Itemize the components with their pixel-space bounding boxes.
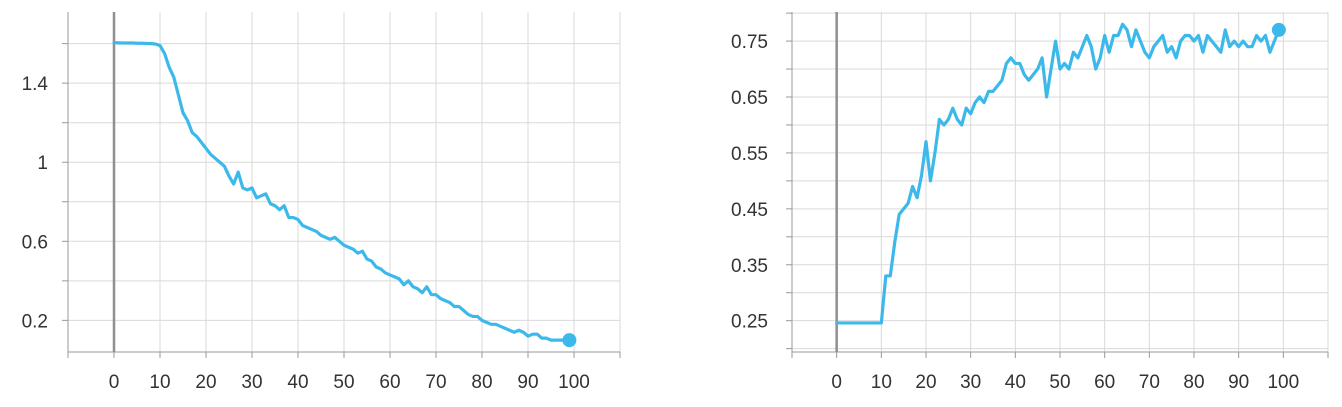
x-tick-label: 60 bbox=[379, 372, 400, 393]
y-tick-label: 0.55 bbox=[731, 144, 768, 165]
x-tick-label: 80 bbox=[471, 372, 492, 393]
x-tick-label: 100 bbox=[558, 372, 590, 393]
chart-panel-2: 0 10 20 30 40 50 60 70 80 90 100 0.25 0.35 0.45 0.55 0.… bbox=[731, 12, 1329, 393]
x-tick-label: 30 bbox=[960, 372, 981, 393]
x-tick-label: 10 bbox=[871, 372, 892, 393]
last-point-marker bbox=[562, 333, 577, 348]
chart-panel-1: 0 10 20 30 40 50 60 70 80 90 100 0.2 0.6 1 1.4 bbox=[22, 12, 621, 393]
y-tick-label: 1.4 bbox=[22, 74, 49, 95]
x-tick-label: 50 bbox=[333, 372, 354, 393]
x-tick-label: 30 bbox=[241, 372, 262, 393]
last-point-marker bbox=[1271, 22, 1286, 37]
x-tick-label: 20 bbox=[915, 372, 936, 393]
y-tick-label: 0.35 bbox=[731, 256, 768, 277]
x-tick-label: 70 bbox=[425, 372, 446, 393]
y-tick-label: 0.75 bbox=[731, 32, 768, 53]
x-tick-label: 20 bbox=[195, 372, 216, 393]
x-tick-label: 100 bbox=[1267, 372, 1299, 393]
x-tick-label: 0 bbox=[831, 372, 842, 393]
y-tick-label: 1 bbox=[37, 153, 48, 174]
x-tick-label: 90 bbox=[517, 372, 538, 393]
x-tick-label: 10 bbox=[149, 372, 170, 393]
y-tick-label: 0.2 bbox=[22, 311, 48, 332]
y-tick-label: 0.45 bbox=[731, 200, 768, 221]
x-tick-label: 40 bbox=[287, 372, 308, 393]
series-line bbox=[835, 22, 1281, 325]
y-tick-label: 0.25 bbox=[731, 312, 768, 333]
x-tick-label: 70 bbox=[1139, 372, 1160, 393]
x-tick-label: 90 bbox=[1228, 372, 1249, 393]
x-tick-label: 0 bbox=[109, 372, 120, 393]
x-tick-label: 80 bbox=[1183, 372, 1204, 393]
y-tick-label: 0.6 bbox=[22, 232, 48, 253]
x-tick-label: 60 bbox=[1094, 372, 1115, 393]
y-tick-label: 0.65 bbox=[731, 88, 768, 109]
x-tick-label: 50 bbox=[1049, 372, 1070, 393]
x-tick-label: 40 bbox=[1005, 372, 1026, 393]
series-line bbox=[112, 41, 572, 342]
